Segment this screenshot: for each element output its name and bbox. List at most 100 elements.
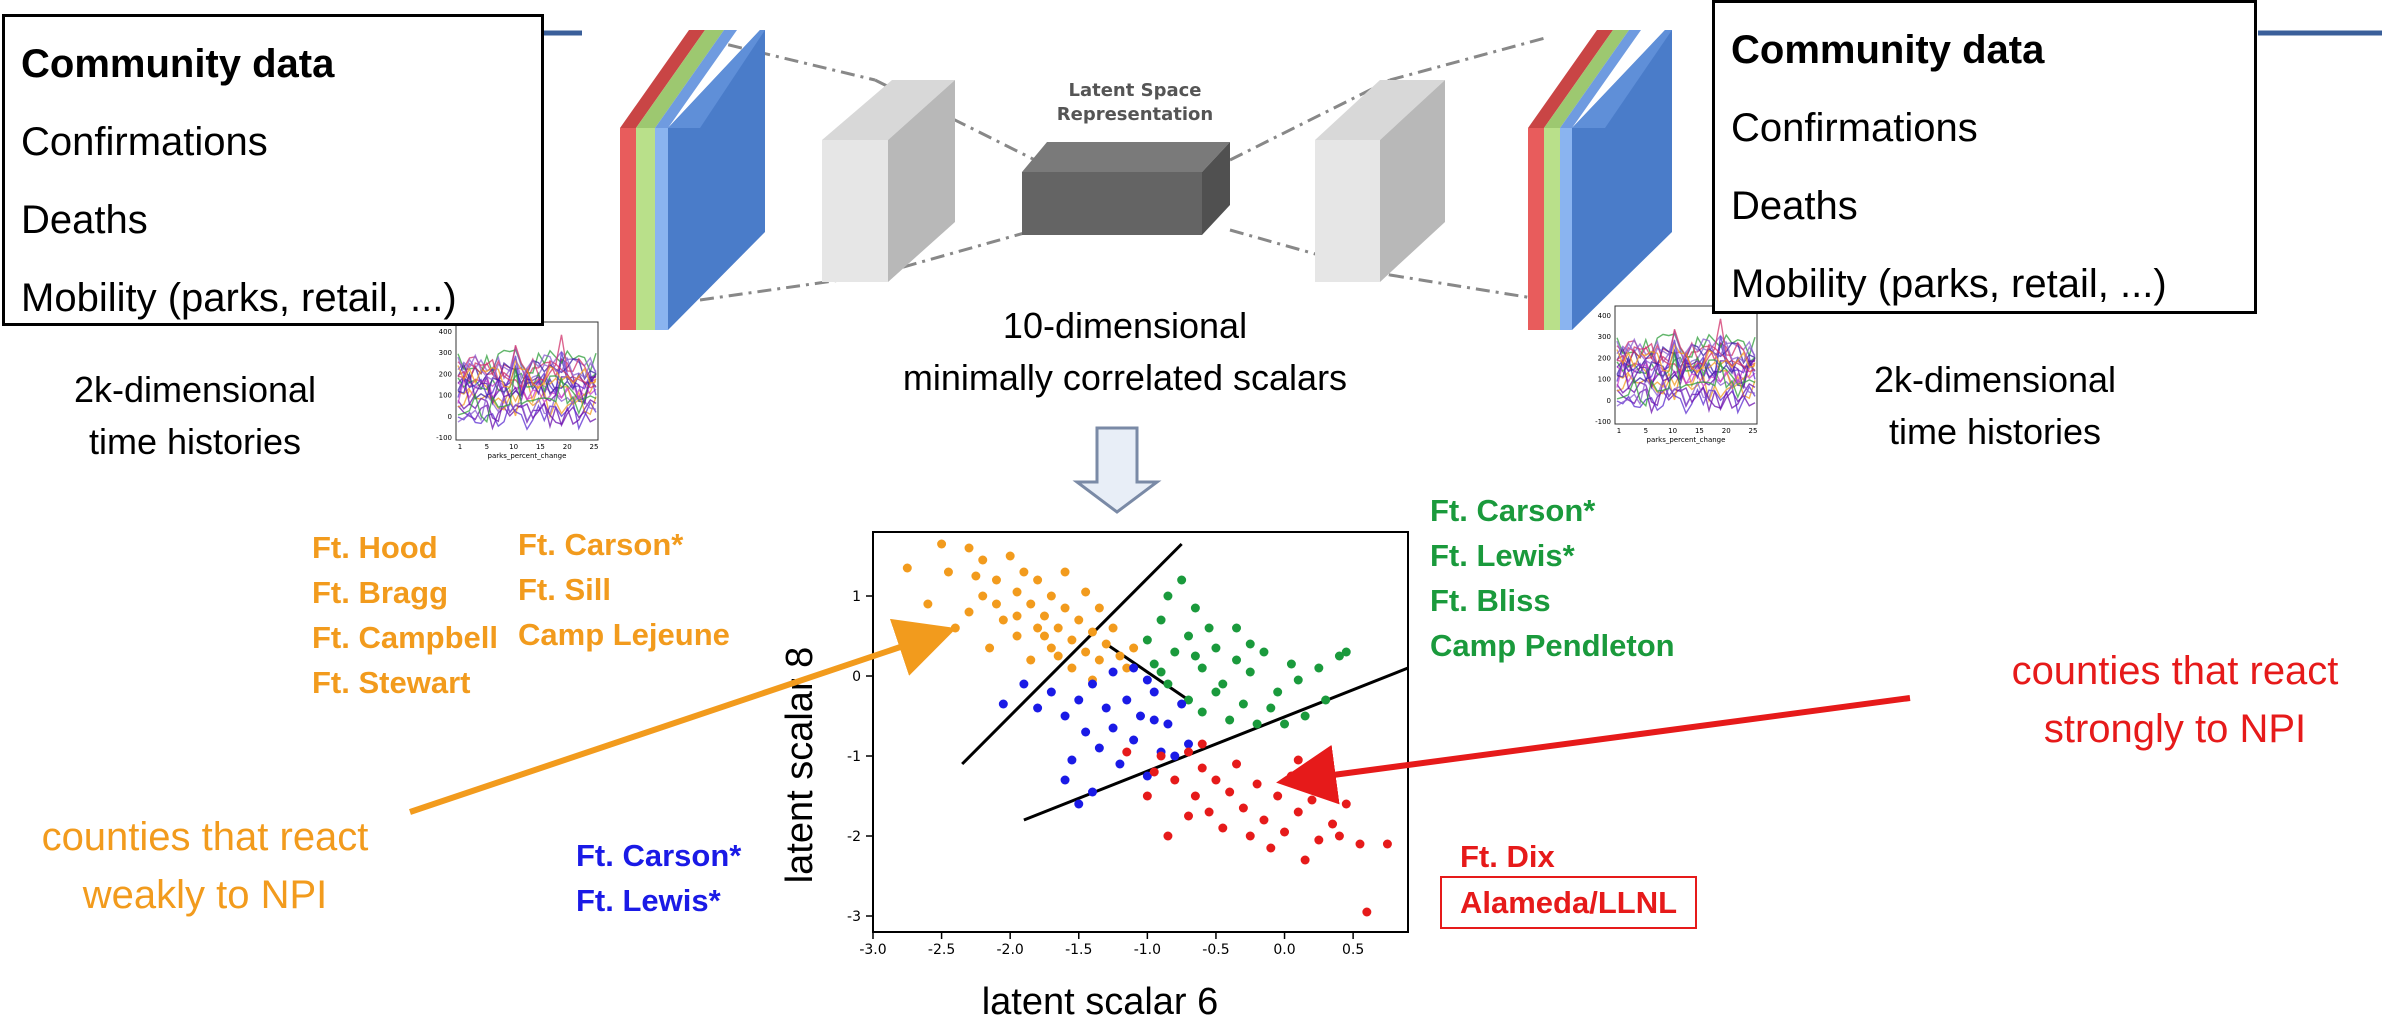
blue-data-point [1094, 743, 1104, 753]
thumbnail-xtick: 25 [590, 443, 599, 451]
green-data-point [1245, 667, 1255, 677]
orange-data-point [1060, 567, 1070, 577]
blue-data-point [1177, 699, 1187, 709]
green-data-point [1286, 659, 1296, 669]
red-data-point [1156, 751, 1166, 761]
blue-data-point [1108, 667, 1118, 677]
green-data-point [1334, 651, 1344, 661]
orange-data-point [1087, 627, 1097, 637]
green-data-point [1170, 647, 1180, 657]
red-boxed-site: Alameda/LLNL [1440, 876, 1698, 929]
thumbnail-series [457, 371, 597, 402]
orange-group-col2: Ft. Carson* Ft. Sill Camp Lejeune [518, 522, 730, 657]
y-tick-label: -2 [847, 829, 861, 845]
thumbnail-series [457, 396, 597, 426]
decoder-block [1315, 80, 1445, 282]
green-data-point [1163, 591, 1173, 601]
green-data-point [1197, 663, 1207, 673]
blue-data-point [1046, 687, 1056, 697]
green-data-point [1163, 679, 1173, 689]
orange-data-point [1074, 615, 1084, 625]
thumbnail-xtick: 5 [485, 443, 489, 451]
note-line: counties that react [2011, 649, 2339, 693]
orange-data-point [978, 555, 988, 565]
y-tick-label: 1 [852, 589, 861, 605]
green-data-point [1273, 687, 1283, 697]
green-data-point [1300, 711, 1310, 721]
thumbnail-series [1616, 355, 1756, 386]
thumbnail-ytick: 200 [439, 370, 452, 378]
weak-note: counties that react weakly to NPI [0, 808, 410, 924]
orange-data-point [1067, 635, 1077, 645]
blue-data-point [1060, 711, 1070, 721]
green-data-point [1156, 615, 1166, 625]
orange-data-point [1101, 639, 1111, 649]
orange-data-point [1005, 551, 1015, 561]
site-label: Alameda/LLNL [1460, 885, 1678, 920]
orange-data-point [1094, 655, 1104, 665]
orange-data-point [1081, 647, 1091, 657]
orange-data-point [1026, 599, 1036, 609]
thumbnail-series [457, 334, 597, 385]
orange-data-point [1060, 603, 1070, 613]
orange-data-point [937, 539, 947, 549]
output-box-item: Deaths [1731, 184, 1858, 228]
orange-data-point [1053, 623, 1063, 633]
blue-data-point [1115, 759, 1125, 769]
site-label: Ft. Bliss [1430, 583, 1551, 618]
red-data-point [1355, 839, 1365, 849]
orange-data-point [1129, 643, 1139, 653]
site-label: Ft. Carson* [518, 527, 684, 562]
red-data-point [1211, 775, 1221, 785]
green-data-point [1211, 643, 1221, 653]
site-label: Ft. Carson* [1430, 493, 1596, 528]
site-label: Ft. Lewis* [576, 883, 721, 918]
blue-data-point [1142, 675, 1152, 685]
red-data-point [1197, 763, 1207, 773]
red-data-point [1204, 807, 1214, 817]
thumbnail-series [1616, 377, 1756, 407]
orange-data-point [902, 563, 912, 573]
blue-data-point [1129, 663, 1139, 673]
orange-data-point [1094, 603, 1104, 613]
red-data-point [1307, 795, 1317, 805]
scatter-points [902, 539, 1392, 917]
boundary-line [961, 542, 1183, 766]
blue-data-point [1019, 679, 1029, 689]
green-data-point [1184, 695, 1194, 705]
green-data-point [1266, 703, 1276, 713]
red-data-point [1149, 767, 1159, 777]
blue-data-point [1170, 751, 1180, 761]
strong-note: counties that react strongly to NPI [1970, 642, 2380, 758]
input-box-item: Mobility (parks, retail, ...) [21, 276, 457, 320]
orange-data-point [1053, 651, 1063, 661]
thumbnail-xtick: 10 [1668, 427, 1677, 435]
thumbnail-ytick: 0 [1607, 397, 1611, 405]
y-tick-label: 0 [852, 669, 861, 685]
site-label: Ft. Bragg [312, 575, 449, 610]
y-tick-label: -1 [847, 749, 861, 765]
green-data-point [1238, 699, 1248, 709]
input-box-title: Community data [21, 42, 335, 86]
thumbnail-ytick: -100 [1595, 418, 1611, 426]
thumbnail-xtick: 10 [509, 443, 518, 451]
latent-caption-line: minimally correlated scalars [902, 357, 1348, 398]
input-layer-stack [620, 30, 765, 330]
orange-data-point [1108, 623, 1118, 633]
red-data-point [1280, 827, 1290, 837]
red-data-point [1142, 791, 1152, 801]
orange-data-point [923, 599, 933, 609]
thumbnail-series [457, 353, 597, 381]
red-data-point [1341, 799, 1351, 809]
orange-data-point [1012, 611, 1022, 621]
thumbnail-series [1616, 351, 1756, 408]
down-arrow-icon [1072, 426, 1162, 514]
thumbnail-series [1616, 384, 1756, 415]
blue-data-point [1067, 755, 1077, 765]
orange-data-point [964, 607, 974, 617]
green-data-point [1204, 623, 1214, 633]
red-data-point [1266, 843, 1276, 853]
orange-data-point [1033, 623, 1043, 633]
green-data-point [1177, 575, 1187, 585]
orange-data-point [1115, 651, 1125, 661]
